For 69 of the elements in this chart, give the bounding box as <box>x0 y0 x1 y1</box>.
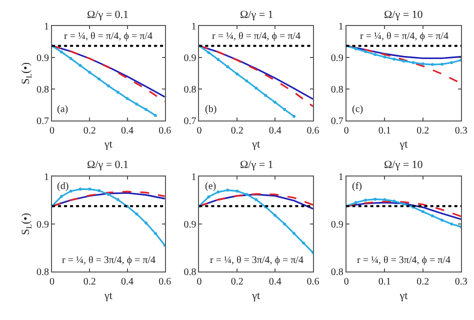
y-tick-label: 0.9 <box>184 219 196 230</box>
annotation: r = ¼, θ = 3π/4, ϕ = π/4 <box>62 255 156 266</box>
y-tick-label: 0.8 <box>184 84 196 96</box>
annotation: (a) <box>57 104 68 115</box>
y-tick-label: 1 <box>44 172 50 183</box>
annotation: (c) <box>352 104 364 115</box>
y-tick-label: 0.8 <box>330 84 344 96</box>
y-tick-label: 0.7 <box>330 116 344 127</box>
annotation: r = ¼, θ = π/4, ϕ = π/4 <box>64 31 152 42</box>
x-tick-label: 0 <box>196 126 202 136</box>
y-tick-label: 1 <box>191 22 196 33</box>
x-tick-label: 0.1 <box>378 276 391 288</box>
x-axis-title: γt <box>251 138 260 151</box>
x-tick-label: 0.3 <box>454 126 468 136</box>
x-tick-label: 0.2 <box>83 276 96 288</box>
x-tick-label: 0.2 <box>416 276 430 288</box>
x-tick-label: 0 <box>50 126 55 136</box>
x-tick-label: 0.6 <box>306 126 320 136</box>
y-tick-label: 0.9 <box>184 53 196 64</box>
y-tick-label: 0.8 <box>184 267 196 278</box>
y-tick-label: 0.9 <box>36 219 50 230</box>
x-tick-label: 0 <box>196 276 202 288</box>
y-tick-label: 1 <box>44 22 50 33</box>
x-tick-label: 0.2 <box>230 126 244 136</box>
y-tick-label: 0.9 <box>36 53 50 64</box>
y-tick-label: 0.9 <box>330 53 344 64</box>
x-tick-label: 0 <box>344 126 349 136</box>
annotation: (e) <box>205 181 216 192</box>
y-tick-label: 0.8 <box>36 84 50 96</box>
annotation: r = ¼, θ = π/4, ϕ = π/4 <box>212 31 300 42</box>
chart-title: Ω/γ = 0.1 <box>87 9 129 21</box>
y-tick-label: 0.7 <box>36 116 50 127</box>
x-tick-label: 0.6 <box>158 276 172 288</box>
annotation: r = ¼, θ = π/4, ϕ = π/4 <box>360 31 448 42</box>
x-axis-title: γt <box>251 290 260 302</box>
x-tick-label: 0.1 <box>378 126 391 136</box>
chart-title: Ω/γ = 1 <box>240 159 274 171</box>
chart-title: Ω/γ = 10 <box>384 9 424 21</box>
y-tick-label: 1 <box>338 172 344 183</box>
x-tick-label: 0.4 <box>121 126 134 136</box>
x-tick-label: 0 <box>344 276 349 288</box>
y-tick-label: 0.9 <box>330 219 344 230</box>
x-tick-label: 0.6 <box>158 126 172 136</box>
y-tick-label: 0.7 <box>184 116 196 127</box>
annotation: (d) <box>57 181 69 192</box>
x-axis-title: γt <box>104 290 112 302</box>
x-tick-label: 0.4 <box>268 126 282 136</box>
x-axis-title: γt <box>398 138 408 151</box>
annotation: r = ¼, θ = 3π/4, ϕ = π/4 <box>357 255 450 266</box>
x-tick-label: 0.4 <box>268 276 282 288</box>
chart-title: Ω/γ = 0.1 <box>87 159 129 171</box>
x-tick-label: 0.2 <box>83 126 96 136</box>
y-tick-label: 1 <box>191 172 196 183</box>
chart-title: Ω/γ = 1 <box>240 9 274 21</box>
x-tick-label: 0.2 <box>230 276 244 288</box>
y-tick-label: 0.8 <box>36 267 50 278</box>
x-tick-label: 0 <box>50 276 55 288</box>
x-axis-title: γt <box>398 290 408 302</box>
x-tick-label: 0.4 <box>121 276 134 288</box>
x-tick-label: 0.2 <box>416 126 430 136</box>
annotation: r = ¼, θ = 3π/4, ϕ = π/4 <box>210 255 304 266</box>
x-tick-label: 0.6 <box>306 276 320 288</box>
y-tick-label: 1 <box>338 22 344 33</box>
y-tick-label: 0.8 <box>330 267 344 278</box>
annotation: (b) <box>205 104 217 115</box>
x-tick-label: 0.3 <box>454 276 468 288</box>
x-axis-title: γt <box>104 138 112 151</box>
chart-title: Ω/γ = 10 <box>384 159 424 171</box>
annotation: (f) <box>352 181 362 192</box>
